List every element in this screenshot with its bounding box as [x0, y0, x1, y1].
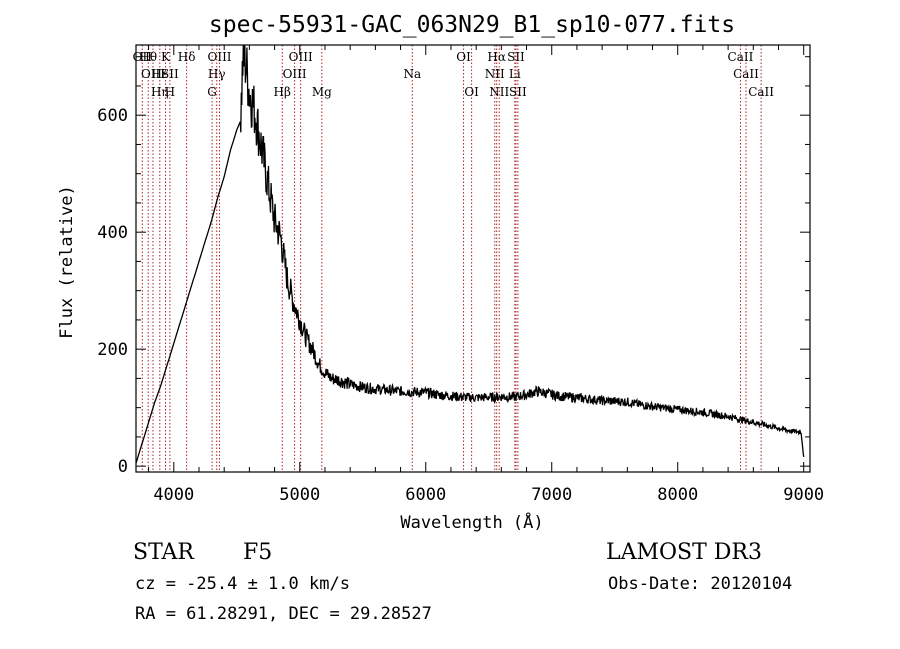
y-axis-label: Flux (relative) — [57, 185, 77, 339]
emission-line-label: OII — [133, 50, 153, 64]
object-class: STAR — [133, 540, 194, 565]
emission-line-label: Hγ — [208, 67, 226, 81]
emission-line-label: OI — [456, 50, 471, 64]
x-axis-label: Wavelength (Å) — [400, 511, 543, 533]
emission-line-label: OIII — [289, 50, 313, 64]
emission-line-label: CaII — [748, 85, 774, 99]
emission-line-label: NII — [485, 67, 505, 81]
emission-line-label: Hη — [151, 85, 169, 99]
emission-line-label: SII — [509, 85, 527, 99]
emission-line-label: Hθ — [139, 50, 157, 64]
emission-line-label: CaII — [728, 50, 754, 64]
spectrum-line — [135, 44, 805, 464]
x-tick-label: 9000 — [783, 485, 824, 505]
emission-line-label: Mg — [312, 85, 332, 99]
x-tick-label: 7000 — [531, 485, 572, 505]
emission-line-label: Hβ — [274, 85, 291, 99]
y-tick-label: 0 — [118, 457, 128, 477]
obs-date: Obs-Date: 20120104 — [608, 574, 793, 594]
survey-name: LAMOST DR3 — [606, 540, 762, 565]
emission-line-label: K — [161, 50, 171, 64]
x-tick-label: 8000 — [657, 485, 698, 505]
y-tick-label: 600 — [97, 106, 128, 126]
emission-line-label: G — [207, 85, 217, 99]
emission-line-label: SII — [507, 50, 525, 64]
redshift-cz: cz = -25.4 ± 1.0 km/s — [135, 574, 350, 594]
emission-line-label: NII — [489, 85, 509, 99]
emission-line-label: OI — [464, 85, 479, 99]
emission-line-labels: OIIHθOIIIHεHηKSIIHHδGHγOIIIHβOIIIOIIIMgN… — [133, 50, 775, 99]
emission-line-label: Hα — [487, 50, 506, 64]
emission-line-label: Li — [509, 67, 521, 81]
emission-line-label: Hε — [151, 67, 168, 81]
y-tick-label: 200 — [97, 340, 128, 360]
emission-line-label: SII — [161, 67, 179, 81]
ra-dec: RA = 61.28291, DEC = 29.28527 — [135, 604, 432, 624]
emission-line-label: OIII — [283, 67, 307, 81]
x-tick-label: 4000 — [153, 485, 194, 505]
object-subclass: F5 — [243, 540, 273, 565]
axis-ticks: 4000 5000 6000 7000 8000 9000 0 200 400 600 — [97, 45, 824, 505]
plot-frame — [135, 44, 811, 473]
x-tick-label: 6000 — [405, 485, 446, 505]
emission-line-label: H — [165, 85, 175, 99]
emission-line-label: Na — [403, 67, 421, 81]
x-tick-label: 5000 — [279, 485, 320, 505]
emission-line-label: CaII — [733, 67, 759, 81]
chart-title: spec-55931-GAC_063N29_B1_sp10-077.fits — [209, 12, 735, 38]
emission-line-label: OIII — [207, 50, 231, 64]
emission-line-label: Hδ — [178, 50, 196, 64]
emission-line-label: OIII — [141, 67, 165, 81]
y-tick-label: 400 — [97, 223, 128, 243]
